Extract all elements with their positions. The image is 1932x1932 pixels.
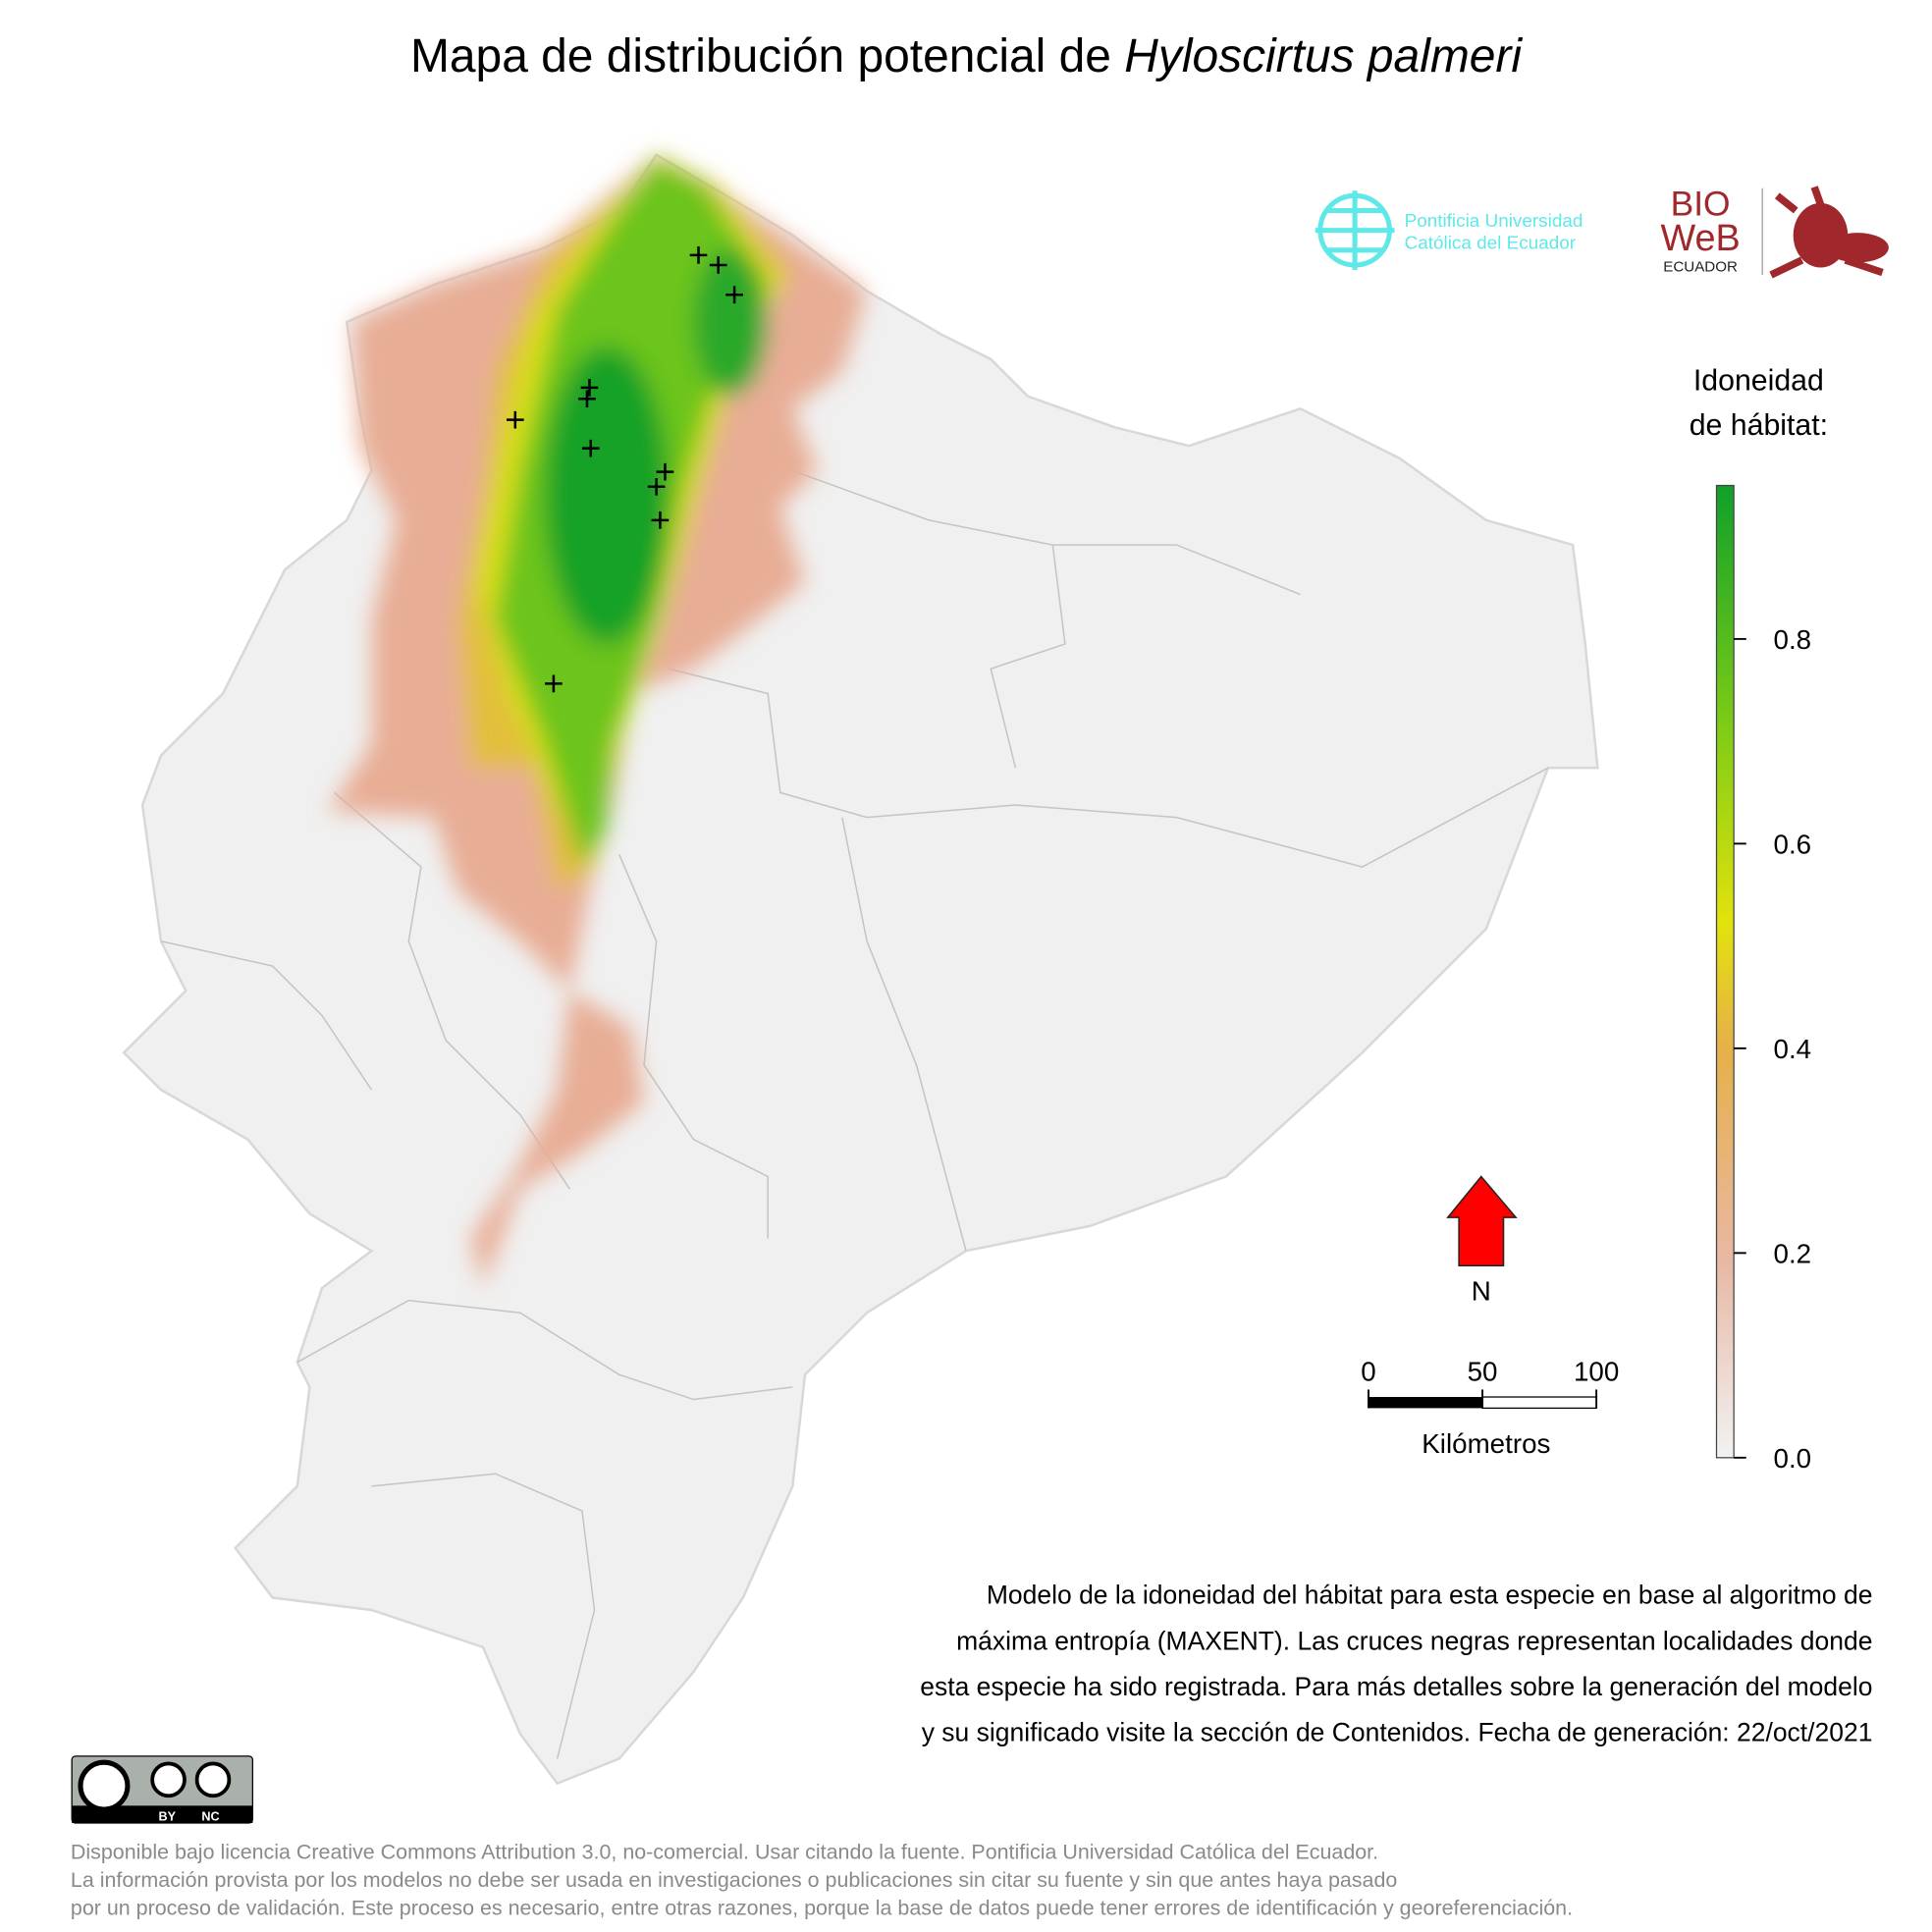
colorbar (1715, 484, 1735, 1459)
scale-unit: Kilómetros (1422, 1428, 1550, 1459)
nc-icon (194, 1761, 232, 1798)
cc-badge-strip (72, 1805, 253, 1823)
puce-logo (1315, 190, 1395, 271)
by-icon (150, 1761, 187, 1798)
description-line: esta especie ha sido registrada. Para má… (920, 1672, 1872, 1701)
suitability-surface (328, 154, 868, 1289)
logo-text: Católica del Ecuador (1405, 234, 1576, 254)
north-label: N (1472, 1276, 1491, 1307)
title-species: Hyloscirtus palmeri (1124, 30, 1523, 82)
legend-title: Idoneidad (1693, 364, 1824, 397)
scale-tick-label: 0 (1361, 1357, 1375, 1387)
logo-text: Pontificia Universidad (1405, 211, 1583, 232)
badge-label: BY (159, 1809, 177, 1823)
cc-icon (78, 1759, 131, 1812)
description-line: máxima entropía (MAXENT). Las cruces neg… (956, 1626, 1872, 1655)
localities (506, 246, 743, 693)
colorbar-tick-label: 0.2 (1774, 1238, 1812, 1268)
north-arrow (1446, 1175, 1518, 1267)
scale-segment (1368, 1397, 1483, 1409)
colorbar-tick-label: 0.8 (1774, 624, 1812, 655)
legend-title: de hábitat: (1690, 409, 1828, 442)
license-line: Disponible bajo licencia Creative Common… (71, 1841, 1378, 1864)
country (122, 153, 1599, 1786)
title-text: Mapa de distribución potencial de (410, 30, 1124, 82)
colorbar-tick-label: 0.6 (1774, 829, 1812, 859)
license-line: La información provista por los modelos … (71, 1868, 1397, 1892)
logo-text: ECUADOR (1663, 258, 1738, 275)
logo-text: BIO (1671, 186, 1731, 224)
scale-tick-label: 50 (1468, 1357, 1498, 1387)
scale-tick-label: 100 (1574, 1357, 1619, 1387)
logo-text: WeB (1660, 218, 1740, 259)
colorbar-tick-label: 0.0 (1774, 1443, 1812, 1474)
description-line: y su significado visite la sección de Co… (922, 1718, 1873, 1747)
scale-segment (1481, 1396, 1597, 1409)
description-line: Modelo de la idoneidad del hábitat para … (987, 1581, 1873, 1610)
colorbar-tick-label: 0.4 (1774, 1034, 1812, 1064)
frog-icon (1769, 186, 1889, 279)
badge-label: NC (201, 1809, 219, 1823)
license-line: por un proceso de validación. Este proce… (71, 1896, 1573, 1919)
title: Mapa de distribución potencial de Hylosc… (410, 30, 1523, 82)
